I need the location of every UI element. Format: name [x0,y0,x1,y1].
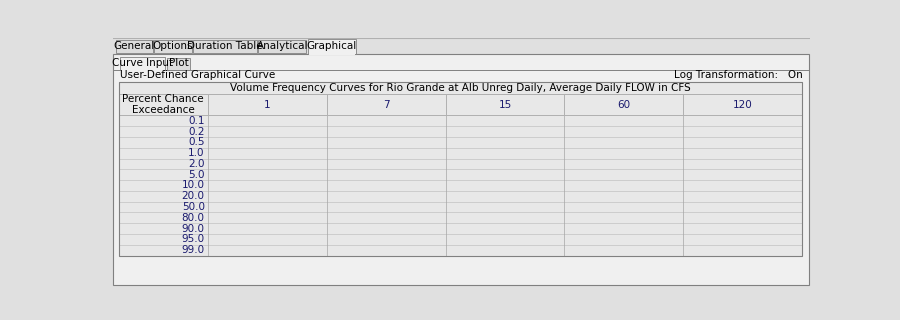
Text: 90.0: 90.0 [182,224,204,234]
Bar [119,82,802,256]
Bar [119,116,802,126]
Text: 95.0: 95.0 [182,234,204,244]
Text: Volume Frequency Curves for Rio Grande at Alb Unreg Daily, Average Daily FLOW in: Volume Frequency Curves for Rio Grande a… [230,83,691,93]
Bar [119,82,802,94]
Bar [309,53,356,55]
Bar [119,94,802,116]
Text: 1: 1 [264,100,271,110]
Text: 50.0: 50.0 [182,202,204,212]
Bar [119,169,802,180]
Bar [119,158,802,169]
Text: Log Transformation:   On: Log Transformation: On [673,69,802,80]
Bar [121,69,165,71]
Text: 20.0: 20.0 [182,191,204,201]
Text: Analytical: Analytical [256,42,308,52]
Bar [194,40,256,53]
Text: Curve Input: Curve Input [112,59,174,68]
Bar [119,148,802,158]
Text: 120: 120 [733,100,752,110]
Text: Percent Chance
Exceedance: Percent Chance Exceedance [122,94,204,116]
Text: Duration Table: Duration Table [187,42,263,52]
Bar [166,59,190,70]
Bar [119,212,802,223]
Bar [119,202,802,212]
Bar [119,137,802,148]
Text: 10.0: 10.0 [182,180,204,190]
Text: Graphical: Graphical [307,42,357,52]
Text: 0.2: 0.2 [188,127,204,137]
Bar [115,40,153,53]
Text: 5.0: 5.0 [188,170,204,180]
Text: General: General [113,42,155,52]
Text: User-Defined Graphical Curve: User-Defined Graphical Curve [121,69,275,80]
Bar [119,223,802,234]
Text: 7: 7 [382,100,390,110]
Text: Options: Options [153,42,194,52]
Text: 2.0: 2.0 [188,159,204,169]
Text: Plot: Plot [168,59,188,68]
Text: 99.0: 99.0 [182,245,204,255]
Text: 60: 60 [617,100,631,110]
Bar [112,38,810,54]
Bar [119,126,802,137]
Bar [119,180,802,191]
Bar [308,39,356,54]
Bar [258,40,306,53]
Bar [119,234,802,245]
Text: 15: 15 [499,100,512,110]
Text: 1.0: 1.0 [188,148,204,158]
Text: 0.1: 0.1 [188,116,204,126]
Bar [121,57,166,70]
Text: 0.5: 0.5 [188,137,204,147]
Bar [119,191,802,202]
Text: 80.0: 80.0 [182,213,204,223]
Bar [119,245,802,256]
Bar [155,40,192,53]
